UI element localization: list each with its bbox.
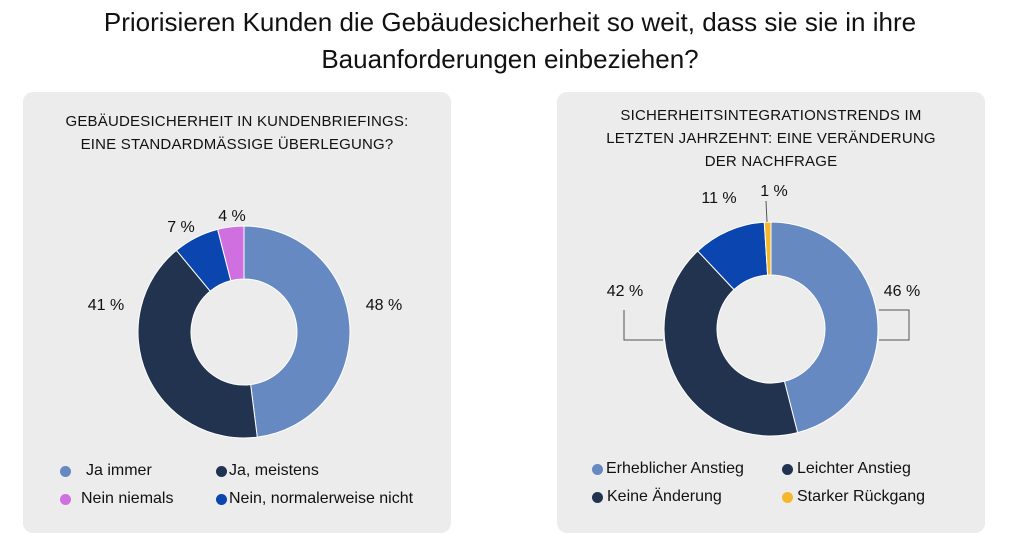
legend-item: Nein, normalerweise nicht xyxy=(216,490,413,508)
chart-title-line-2: LETZTEN JAHRZEHNT: EINE VERÄNDERUNG xyxy=(606,130,936,147)
legend-label: Leichter Anstieg xyxy=(797,460,911,477)
chart-title-line-1: GEBÄUDESICHERHEIT IN KUNDENBRIEFINGS: xyxy=(65,113,409,130)
donut-slice xyxy=(137,249,258,439)
donut-slice xyxy=(763,221,772,276)
legend-swatch xyxy=(592,491,603,503)
data-label: 42 % xyxy=(607,283,643,300)
legend-label: Keine Änderung xyxy=(607,488,722,505)
legend-swatch xyxy=(216,465,227,477)
chart-card-briefings: GEBÄUDESICHERHEIT IN KUNDENBRIEFINGS: EI… xyxy=(23,92,451,533)
chart-title-line-3: DER NACHFRAGE xyxy=(704,153,838,170)
leader-line xyxy=(623,310,663,341)
legend-label: Nein niemals xyxy=(81,490,174,507)
legend-item: Keine Änderung xyxy=(592,488,722,506)
legend-item: Ja, meistens xyxy=(216,462,319,480)
donut-chart-trends: 46 % 42 % 11 % 1 % xyxy=(607,183,920,437)
donut-slice xyxy=(663,250,799,437)
chart-card-trends: SICHERHEITSINTEGRATIONSTRENDS IM LETZTEN… xyxy=(557,92,985,533)
data-label: 11 % xyxy=(701,190,736,207)
legend-swatch xyxy=(60,493,71,505)
legend-swatch xyxy=(782,463,793,475)
leader-line xyxy=(765,200,768,223)
page-title: Priorisieren Kunden die Gebäudesicherhei… xyxy=(0,4,1020,78)
legend-item: Starker Rückgang xyxy=(782,488,925,506)
legend-swatch xyxy=(60,465,71,477)
data-label: 46 % xyxy=(884,283,920,300)
legend-item: Nein niemals xyxy=(60,490,173,508)
data-label: 48 % xyxy=(366,297,402,314)
donut-slice xyxy=(770,221,879,434)
data-label: 1 % xyxy=(760,183,788,200)
legend-item: Leichter Anstieg xyxy=(782,460,911,478)
legend-swatch xyxy=(216,493,227,505)
data-label: 41 % xyxy=(88,297,124,314)
chart-title-line-1: SICHERHEITSINTEGRATIONSTRENDS IM xyxy=(620,107,922,124)
legend-label: Erheblicher Anstieg xyxy=(606,460,744,477)
legend-label: Ja, meistens xyxy=(229,462,319,479)
data-label: 7 % xyxy=(167,219,195,236)
donut-slice xyxy=(243,225,351,438)
legend-item: Erheblicher Anstieg xyxy=(592,460,744,478)
legend-label: Ja immer xyxy=(86,462,152,479)
legend-label: Starker Rückgang xyxy=(797,488,926,505)
leader-line xyxy=(879,309,910,341)
donut-chart-briefings: 48 % 41 % 7 % 4 % xyxy=(88,208,402,439)
chart-title-briefings: GEBÄUDESICHERHEIT IN KUNDENBRIEFINGS: EI… xyxy=(23,110,451,156)
data-label: 4 % xyxy=(218,208,246,225)
page-title-line-2: Bauanforderungen einbeziehen? xyxy=(321,44,699,74)
legend-swatch xyxy=(782,491,793,503)
legend-swatch xyxy=(592,463,603,475)
legend-item: Ja immer xyxy=(60,462,152,480)
chart-title-line-2: EINE STANDARDMÄSSIGE ÜBERLEGUNG? xyxy=(80,136,394,153)
page-title-line-1: Priorisieren Kunden die Gebäudesicherhei… xyxy=(103,7,917,37)
chart-title-trends: SICHERHEITSINTEGRATIONSTRENDS IM LETZTEN… xyxy=(557,104,985,173)
donut-slice xyxy=(217,225,245,282)
legend-label: Nein, normalerweise nicht xyxy=(229,490,414,507)
